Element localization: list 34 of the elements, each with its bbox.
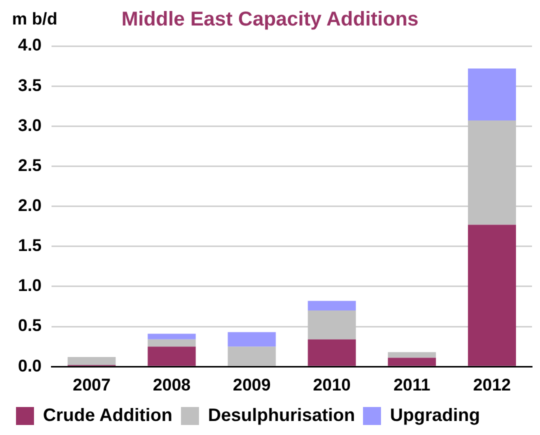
x-tick-label: 2012 bbox=[473, 375, 511, 394]
bar bbox=[148, 334, 196, 340]
y-tick-label: 1.0 bbox=[18, 276, 42, 296]
y-tick-label: 3.5 bbox=[18, 76, 42, 95]
bar bbox=[308, 300, 356, 310]
legend-label: Crude Addition bbox=[43, 404, 172, 425]
chart-title: Middle East Capacity Additions bbox=[121, 8, 419, 31]
bar bbox=[148, 339, 196, 347]
bar bbox=[228, 332, 276, 347]
bar bbox=[388, 358, 436, 366]
x-tick-label: 2010 bbox=[312, 375, 351, 394]
y-tick-label: 0.0 bbox=[18, 356, 42, 376]
legend-label: Upgrading bbox=[390, 404, 480, 425]
bar bbox=[468, 68, 516, 121]
bar bbox=[468, 120, 516, 225]
bar bbox=[228, 346, 276, 366]
y-tick-label: 4.0 bbox=[18, 36, 42, 55]
x-tick-label: 2007 bbox=[72, 375, 111, 394]
x-tick-label: 2008 bbox=[152, 375, 191, 394]
bar bbox=[388, 352, 436, 358]
y-tick-label: 1.5 bbox=[18, 236, 42, 256]
bar bbox=[68, 356, 116, 365]
y-tick-label: 2.5 bbox=[18, 156, 42, 175]
bar bbox=[148, 346, 196, 366]
bar bbox=[308, 339, 356, 366]
legend-label: Desulphurisation bbox=[208, 404, 355, 425]
x-tick-label: 2011 bbox=[393, 375, 430, 394]
bar bbox=[468, 224, 516, 366]
y-tick-label: 3.0 bbox=[18, 116, 42, 135]
x-tick-label: 2009 bbox=[232, 375, 271, 394]
y-axis-title: m b/d bbox=[12, 10, 58, 29]
y-tick-label: 0.5 bbox=[18, 316, 42, 336]
bar bbox=[308, 310, 356, 340]
y-tick-label: 2.0 bbox=[18, 196, 42, 215]
